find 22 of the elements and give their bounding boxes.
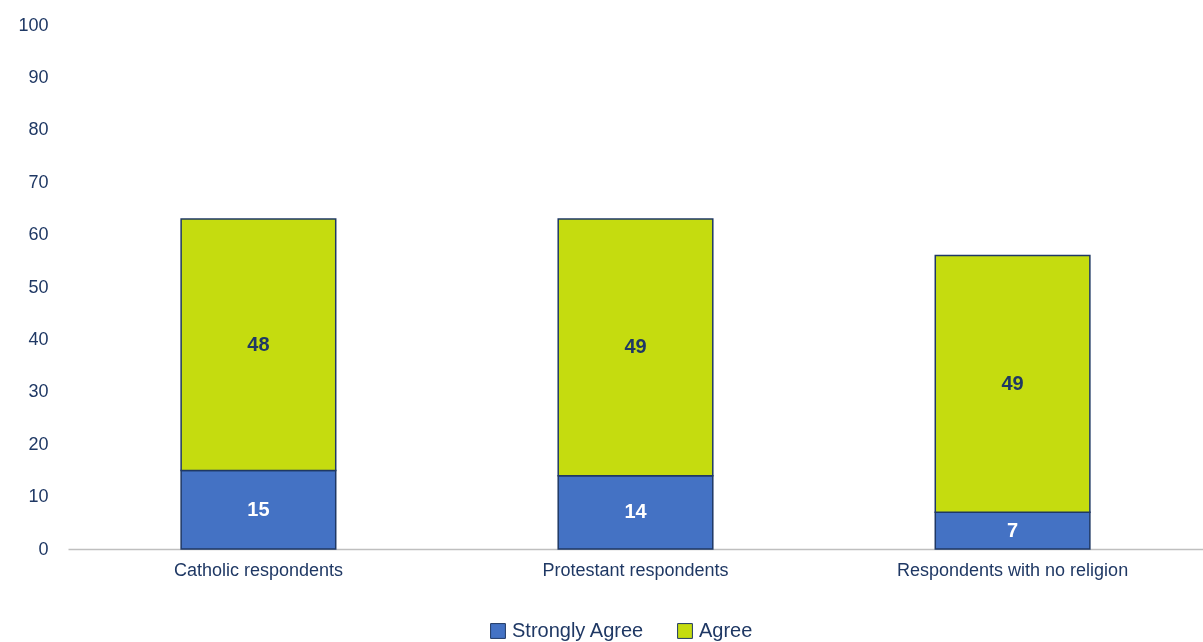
y-tick-label: 100: [18, 14, 49, 35]
y-tick-label: 10: [28, 486, 49, 507]
y-tick-label: 40: [28, 328, 49, 349]
data-label: 15: [247, 497, 270, 520]
y-tick-label: 70: [28, 171, 49, 192]
y-tick-label: 80: [28, 119, 49, 140]
data-label: 14: [624, 500, 648, 523]
y-tick-label: 30: [28, 381, 49, 402]
y-tick-label: 90: [28, 66, 49, 87]
x-tick-label: Respondents with no religion: [897, 559, 1129, 580]
x-tick-label: Protestant respondents: [542, 559, 729, 580]
y-tick-label: 50: [28, 276, 49, 297]
data-label: 49: [624, 335, 647, 358]
data-label: 7: [1007, 518, 1019, 541]
y-tick-label: 60: [28, 224, 49, 245]
legend-label: Strongly Agree: [512, 619, 644, 641]
data-label: 49: [1001, 371, 1024, 394]
data-label: 48: [247, 332, 270, 355]
legend-label: Agree: [699, 619, 753, 641]
y-tick-label: 0: [38, 538, 49, 559]
x-tick-label: Catholic respondents: [173, 559, 343, 580]
y-tick-label: 20: [28, 433, 49, 454]
